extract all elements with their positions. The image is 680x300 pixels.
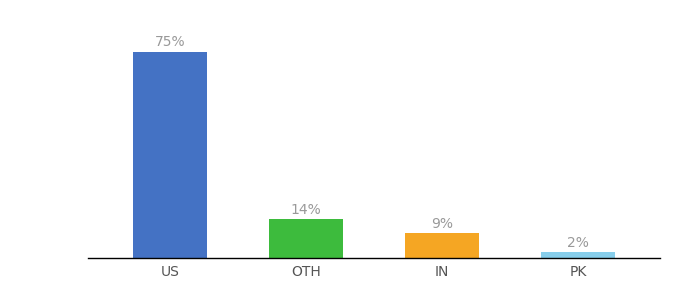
Bar [269,220,343,258]
Text: 14%: 14% [290,203,322,217]
Text: 75%: 75% [154,35,186,49]
Bar [541,253,615,258]
Text: 2%: 2% [567,236,589,250]
Text: 9%: 9% [431,217,453,231]
Bar [133,52,207,258]
Bar [405,233,479,258]
